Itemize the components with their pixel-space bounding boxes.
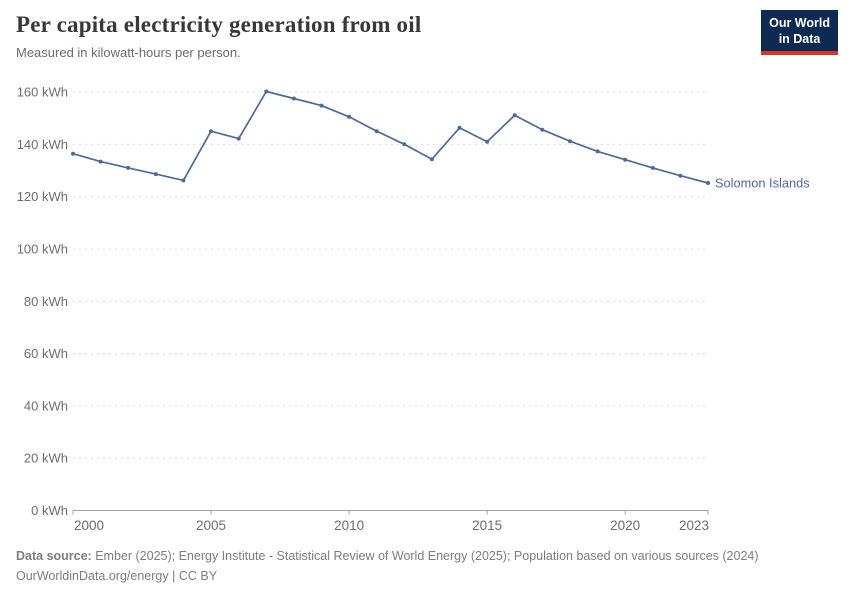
y-axis-tick-label: 160 kWh bbox=[17, 85, 68, 100]
license-line: OurWorldinData.org/energy | CC BY bbox=[16, 566, 759, 586]
data-point bbox=[402, 142, 407, 147]
series-end-label[interactable]: Solomon Islands bbox=[715, 176, 810, 191]
data-point bbox=[678, 173, 683, 178]
footer-separator: | bbox=[168, 569, 179, 583]
x-axis-tick-label: 2000 bbox=[74, 518, 104, 533]
owid-url-link[interactable]: OurWorldinData.org/energy bbox=[16, 569, 169, 583]
y-axis-tick-label: 40 kWh bbox=[24, 398, 68, 413]
data-point bbox=[71, 151, 75, 156]
data-point bbox=[291, 96, 296, 101]
data-point bbox=[595, 149, 600, 154]
data-point bbox=[512, 113, 517, 118]
data-point bbox=[706, 181, 710, 185]
data-point bbox=[429, 157, 434, 162]
data-point bbox=[236, 136, 241, 141]
data-point bbox=[457, 125, 462, 130]
data-point bbox=[540, 127, 545, 132]
license-link[interactable]: CC BY bbox=[178, 569, 218, 583]
data-point bbox=[264, 89, 269, 94]
data-point bbox=[374, 129, 379, 134]
x-axis-tick-label: 2010 bbox=[334, 518, 364, 533]
data-point bbox=[98, 159, 103, 164]
data-point bbox=[623, 157, 628, 162]
y-axis-tick-label: 20 kWh bbox=[24, 451, 68, 466]
y-axis-tick-label: 80 kWh bbox=[24, 294, 68, 309]
owid-logo[interactable]: Our World in Data bbox=[761, 10, 838, 55]
data-point bbox=[153, 172, 158, 177]
data-source-text: Ember (2025); Energy Institute - Statist… bbox=[95, 549, 759, 563]
y-axis-tick-label: 0 kWh bbox=[31, 503, 68, 518]
chart-header: Per capita electricity generation from o… bbox=[16, 12, 421, 60]
data-point bbox=[319, 103, 324, 108]
y-axis-tick-label: 140 kWh bbox=[17, 137, 68, 152]
page-title: Per capita electricity generation from o… bbox=[16, 12, 422, 37]
data-point bbox=[347, 114, 352, 119]
data-point bbox=[126, 165, 131, 170]
data-source-label: Data source: bbox=[16, 549, 92, 563]
y-axis-tick-label: 60 kWh bbox=[24, 346, 68, 361]
owid-logo-line1: Our World bbox=[769, 16, 830, 30]
owid-logo-line2: in Data bbox=[778, 32, 821, 46]
chart-subtitle: Measured in kilowatt-hours per person. bbox=[16, 45, 241, 60]
data-point bbox=[181, 178, 186, 183]
y-axis-tick-label: 120 kWh bbox=[17, 189, 68, 204]
data-point bbox=[485, 139, 490, 144]
x-axis-tick-label: 2005 bbox=[196, 518, 226, 533]
chart-footer: Data source: Ember (2025); Energy Instit… bbox=[16, 546, 759, 586]
data-point bbox=[650, 165, 655, 170]
x-axis-tick-label: 2023 bbox=[679, 518, 709, 533]
data-source-line: Data source: Ember (2025); Energy Instit… bbox=[16, 546, 759, 566]
x-axis-tick-label: 2015 bbox=[472, 518, 502, 533]
data-point bbox=[568, 139, 572, 144]
data-point bbox=[209, 129, 213, 134]
x-axis-tick-label: 2020 bbox=[610, 518, 640, 533]
series-line bbox=[72, 90, 709, 184]
y-axis-tick-label: 100 kWh bbox=[17, 241, 68, 256]
